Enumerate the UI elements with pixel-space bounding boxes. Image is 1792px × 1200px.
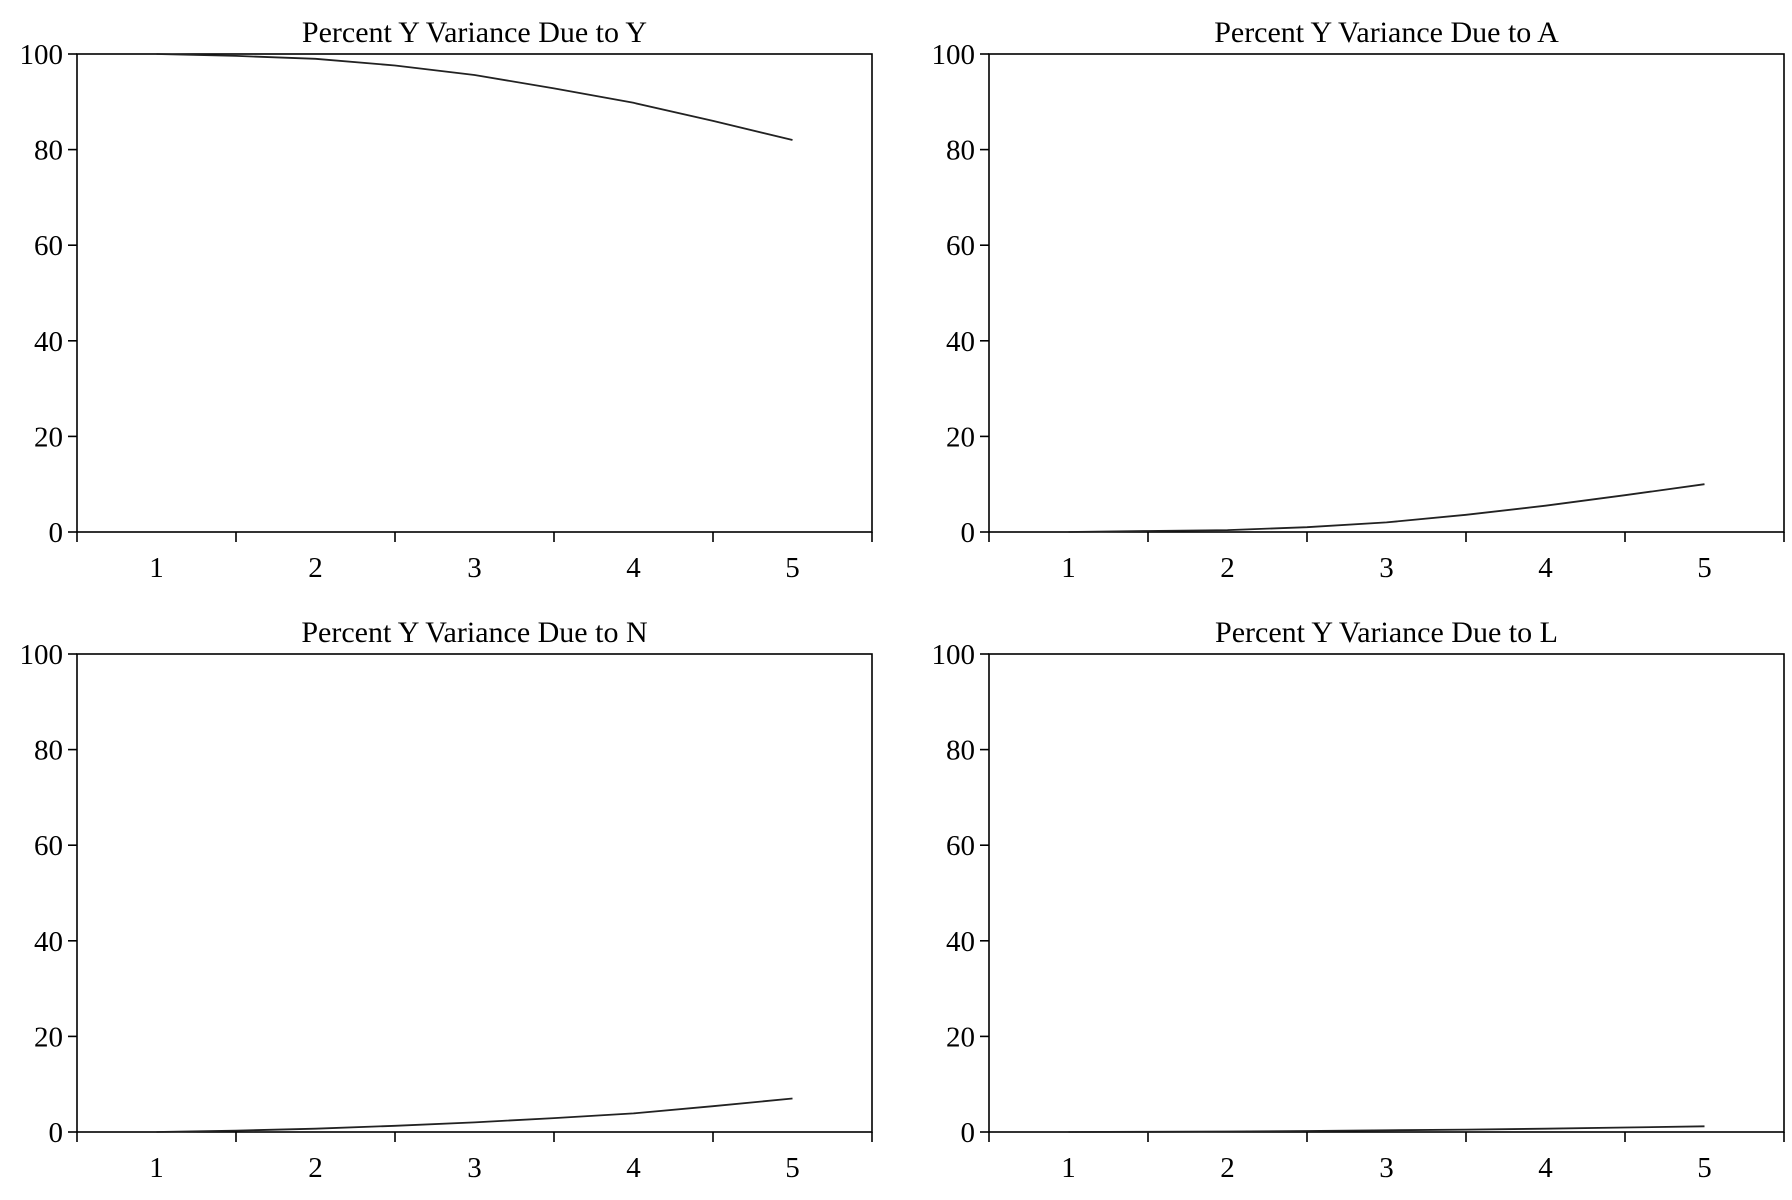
x-tick-label: 3 xyxy=(467,552,482,584)
x-tick-label: 3 xyxy=(467,1152,482,1184)
x-tick-label: 2 xyxy=(308,1152,323,1184)
chart-panel-a: Percent Y Variance Due to A 0 20 40 60 80 100 1… xyxy=(932,16,1785,584)
y-tick-label: 80 xyxy=(946,735,975,767)
chart-panel-y: Percent Y Variance Due to Y 0 20 40 60 80 100 1… xyxy=(20,16,873,584)
x-tick-label: 2 xyxy=(1220,552,1235,584)
y-tick-label: 100 xyxy=(932,39,976,71)
y-tick-label: 100 xyxy=(20,639,64,671)
y-tick-label: 40 xyxy=(34,926,63,958)
y-tick-label: 0 xyxy=(49,1117,64,1149)
y-tick-label: 20 xyxy=(34,421,63,453)
x-tick-label: 3 xyxy=(1379,552,1394,584)
x-tick-label: 1 xyxy=(1061,552,1076,584)
y-tick-label: 20 xyxy=(946,421,975,453)
x-tick-label: 4 xyxy=(626,1152,641,1184)
plot-frame xyxy=(76,653,873,1133)
x-tick-label: 2 xyxy=(1220,1152,1235,1184)
y-tick-label: 20 xyxy=(946,1021,975,1053)
series-line xyxy=(1068,483,1705,533)
chart-title: Percent Y Variance Due to A xyxy=(1214,16,1559,49)
x-tick-label: 4 xyxy=(626,552,641,584)
x-tick-label: 3 xyxy=(1379,1152,1394,1184)
y-tick-label: 20 xyxy=(34,1021,63,1053)
chart-title: Percent Y Variance Due to N xyxy=(301,616,647,649)
y-tick-label: 0 xyxy=(49,517,64,549)
x-tick-label: 5 xyxy=(1697,552,1712,584)
x-tick-label: 5 xyxy=(785,552,800,584)
x-tick-label: 5 xyxy=(785,1152,800,1184)
series-line xyxy=(156,1097,793,1133)
x-tick-label: 1 xyxy=(1061,1152,1076,1184)
x-tick-label: 4 xyxy=(1538,1152,1553,1184)
chart-panel-n: Percent Y Variance Due to N 0 20 40 60 80 100 1… xyxy=(20,616,873,1184)
x-tick-label: 5 xyxy=(1697,1152,1712,1184)
x-tick-label: 2 xyxy=(308,552,323,584)
plot-frame xyxy=(76,53,873,533)
y-tick-label: 40 xyxy=(946,926,975,958)
y-tick-label: 100 xyxy=(932,639,976,671)
x-tick-label: 1 xyxy=(149,552,164,584)
y-tick-label: 60 xyxy=(34,830,63,862)
x-tick-label: 4 xyxy=(1538,552,1553,584)
series-line xyxy=(156,53,793,141)
y-tick-label: 40 xyxy=(34,326,63,358)
y-tick-label: 80 xyxy=(946,135,975,167)
chart-title: Percent Y Variance Due to L xyxy=(1215,616,1558,649)
y-tick-label: 60 xyxy=(946,230,975,262)
y-tick-label: 60 xyxy=(946,830,975,862)
y-tick-label: 40 xyxy=(946,326,975,358)
y-tick-label: 60 xyxy=(34,230,63,262)
y-tick-label: 0 xyxy=(961,1117,976,1149)
series-line xyxy=(1068,1125,1705,1133)
chart-title: Percent Y Variance Due to Y xyxy=(302,16,647,49)
y-tick-label: 100 xyxy=(20,39,64,71)
y-tick-label: 0 xyxy=(961,517,976,549)
y-tick-label: 80 xyxy=(34,135,63,167)
plot-frame xyxy=(988,653,1785,1133)
x-tick-label: 1 xyxy=(149,1152,164,1184)
y-tick-label: 80 xyxy=(34,735,63,767)
plot-frame xyxy=(988,53,1785,533)
